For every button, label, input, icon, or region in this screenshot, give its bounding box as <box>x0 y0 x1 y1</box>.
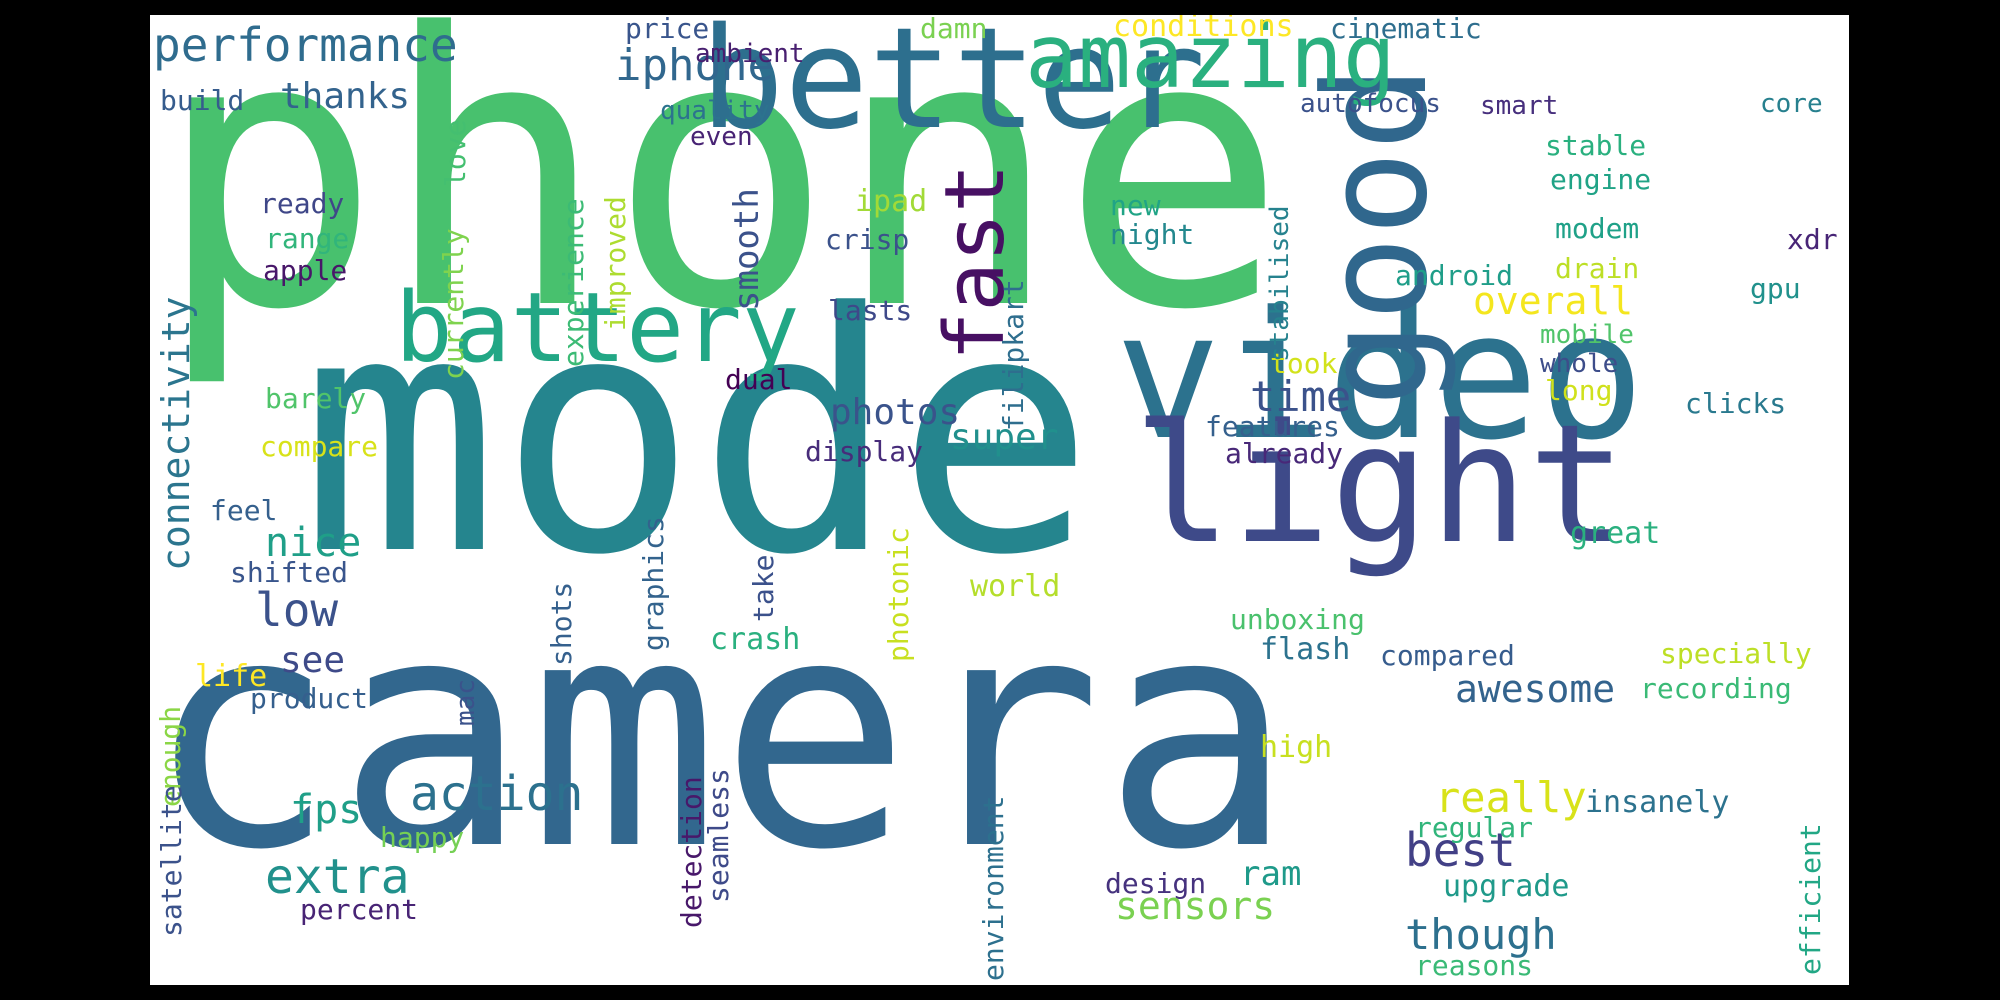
word-compared: compared <box>1380 642 1515 670</box>
word-core: core <box>1760 91 1823 117</box>
word-super: super <box>950 420 1058 456</box>
word-long: long <box>1545 377 1612 405</box>
word-recording: recording <box>1640 675 1792 703</box>
word-mobile: mobile <box>1540 322 1634 348</box>
word-high: high <box>1260 733 1332 763</box>
word-lasts: lasts <box>828 297 912 325</box>
word-barely: barely <box>265 385 366 413</box>
word-unboxing: unboxing <box>1230 606 1365 634</box>
word-regular: regular <box>1415 814 1533 842</box>
word-cinematic: cinematic <box>1330 15 1482 43</box>
word-display: display <box>805 438 923 466</box>
word-crash: crash <box>710 625 800 655</box>
word-efficient: efficient <box>1797 823 1825 975</box>
word-love: love <box>442 120 470 187</box>
word-clicks: clicks <box>1685 390 1786 418</box>
word-already: already <box>1225 440 1343 468</box>
word-experience: experience <box>560 198 588 367</box>
word-fps: fps <box>290 790 362 830</box>
word-great: great <box>1570 519 1660 549</box>
word-photonic: photonic <box>885 527 913 662</box>
word-happy: happy <box>380 824 464 852</box>
word-damn: damn <box>920 15 987 43</box>
word-modem: modem <box>1555 215 1639 243</box>
word-shots: shots <box>548 582 576 666</box>
word-take: take <box>750 555 778 622</box>
word-overall: overall <box>1473 282 1633 320</box>
word-low: low <box>255 587 338 633</box>
word-xdr: xdr <box>1787 226 1838 254</box>
word-flash: flash <box>1260 635 1350 665</box>
word-sensors: sensors <box>1115 887 1275 925</box>
word-reasons: reasons <box>1415 952 1533 980</box>
word-insanely: insanely <box>1585 788 1730 818</box>
word-performance: performance <box>153 22 458 68</box>
word-build: build <box>160 87 244 115</box>
word-graphics: graphics <box>640 516 668 651</box>
word-action: action <box>410 770 583 818</box>
word-world: world <box>970 572 1060 602</box>
word-mac: mac <box>453 679 479 726</box>
word-autofocus: autofocus <box>1300 91 1441 117</box>
word-dual: dual <box>725 366 792 394</box>
word-satellite: satellite <box>158 785 186 937</box>
word-crisp: crisp <box>825 226 909 254</box>
word-photos: photos <box>830 395 960 431</box>
word-connectivity: connectivity <box>157 296 195 571</box>
word-product: product <box>250 685 368 713</box>
word-smart: smart <box>1480 93 1558 119</box>
word-stable: stable <box>1545 132 1646 160</box>
word-new: new <box>1110 192 1161 220</box>
word-currently: currently <box>440 228 468 380</box>
word-quality: quality <box>660 98 770 124</box>
word-environment: environment <box>980 796 1008 981</box>
word-engine: engine <box>1550 166 1651 194</box>
word-improved: improved <box>602 196 630 331</box>
word-night: night <box>1110 221 1194 249</box>
word-ready: ready <box>260 190 344 218</box>
word-gpu: gpu <box>1750 275 1801 303</box>
word-seamless: seamless <box>705 768 733 903</box>
word-ipad: ipad <box>855 187 927 217</box>
word-smooth: smooth <box>730 188 764 311</box>
word-filipkart: filipkart <box>1000 279 1028 431</box>
word-apple: apple <box>263 257 347 285</box>
word-ambient: ambient <box>695 41 805 67</box>
word-percent: percent <box>300 896 418 924</box>
word-even: even <box>690 124 753 150</box>
word-stabilised: stabilised <box>1267 205 1293 362</box>
word-see: see <box>280 643 345 679</box>
word-conditions: conditions <box>1113 15 1294 42</box>
word-compare: compare <box>260 433 378 461</box>
word-range: range <box>265 225 349 253</box>
word-cloud: phone mode camera better video good ligh… <box>150 15 1849 985</box>
word-upgrade: upgrade <box>1443 872 1569 902</box>
word-awesome: awesome <box>1455 670 1615 708</box>
word-thanks: thanks <box>280 79 410 115</box>
word-specially: specially <box>1660 640 1812 668</box>
